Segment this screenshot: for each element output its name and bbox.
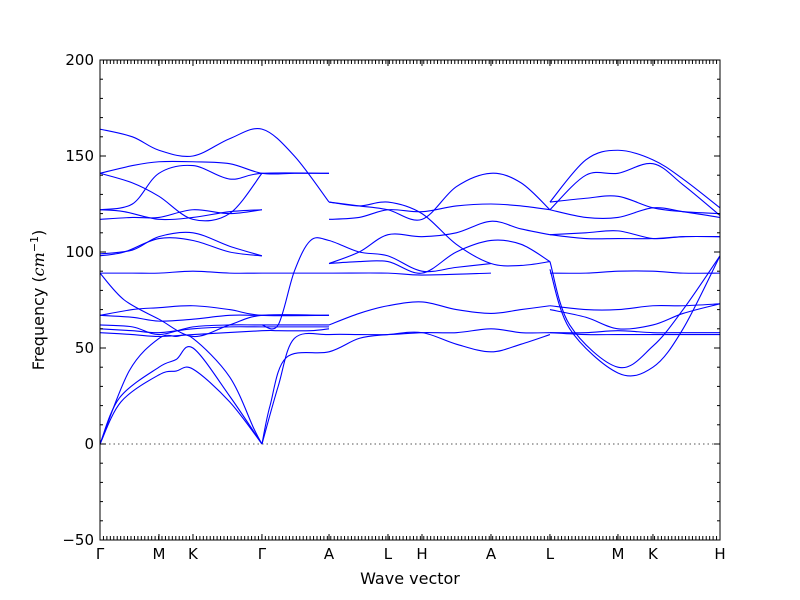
band-line-14 bbox=[99, 164, 330, 211]
band-line-38 bbox=[549, 195, 721, 215]
x-tick-label: L bbox=[546, 545, 555, 563]
band-line-28 bbox=[549, 255, 721, 369]
band-line-15 bbox=[99, 172, 263, 222]
y-axis-label-text: Frequency ( bbox=[29, 276, 48, 370]
band-line-33 bbox=[549, 270, 721, 274]
band-line-18 bbox=[261, 331, 551, 445]
y-tick-label: 200 bbox=[65, 51, 94, 69]
y-axis-label-exponent: −1 bbox=[28, 236, 41, 252]
y-axis-ticks: −50 0 50 100 150 200 bbox=[62, 51, 720, 549]
x-tick-label: H bbox=[416, 545, 427, 563]
band-line-31 bbox=[549, 303, 721, 330]
band-line-2 bbox=[99, 334, 263, 445]
band-line-8 bbox=[99, 272, 330, 338]
y-tick-label: 50 bbox=[75, 339, 94, 357]
band-line-12 bbox=[99, 209, 263, 220]
y-tick-label: 150 bbox=[65, 147, 94, 165]
plot-frame bbox=[99, 59, 721, 541]
band-line-27 bbox=[549, 255, 721, 377]
x-tick-label: A bbox=[324, 545, 335, 563]
band-line-32 bbox=[549, 303, 721, 311]
band-line-17 bbox=[99, 127, 330, 203]
y-axis-label-unit: cm bbox=[29, 252, 48, 276]
band-line-16 bbox=[99, 160, 330, 175]
y-axis-label-close: ) bbox=[29, 230, 48, 236]
band-line-23 bbox=[328, 203, 551, 220]
band-line-9 bbox=[99, 270, 491, 276]
band-line-10 bbox=[99, 237, 263, 257]
x-tick-label: A bbox=[486, 545, 497, 563]
band-line-21 bbox=[328, 301, 551, 326]
band-line-30 bbox=[549, 330, 720, 334]
band-line-1 bbox=[99, 346, 263, 445]
y-axis-label: Frequency (cm−1) bbox=[28, 230, 48, 371]
band-line-0 bbox=[99, 366, 263, 445]
x-tick-label: K bbox=[648, 545, 659, 563]
band-line-3 bbox=[99, 328, 330, 338]
x-tick-label: H bbox=[714, 545, 725, 563]
band-line-4 bbox=[99, 326, 330, 334]
band-line-22 bbox=[328, 220, 551, 265]
band-line-36 bbox=[549, 207, 721, 220]
band-line-39 bbox=[549, 149, 721, 209]
x-axis-label: Wave vector bbox=[360, 569, 460, 588]
y-tick-label: 100 bbox=[65, 243, 94, 261]
band-line-37 bbox=[549, 162, 721, 216]
band-line-35 bbox=[549, 234, 721, 240]
x-tick-label: Γ bbox=[96, 545, 105, 563]
y-tick-label: 0 bbox=[84, 435, 94, 453]
band-line-26 bbox=[328, 239, 551, 274]
x-tick-label: Γ bbox=[258, 545, 267, 563]
x-tick-label: K bbox=[188, 545, 199, 563]
band-line-20 bbox=[261, 237, 492, 330]
band-line-29 bbox=[549, 332, 720, 336]
x-tick-label: M bbox=[611, 545, 624, 563]
band-line-25 bbox=[328, 172, 551, 221]
plot-area bbox=[99, 127, 721, 445]
band-line-11 bbox=[99, 231, 263, 257]
band-line-24 bbox=[328, 201, 551, 267]
y-tick-label: −50 bbox=[62, 531, 94, 549]
band-line-19 bbox=[261, 328, 550, 445]
x-tick-label: M bbox=[152, 545, 165, 563]
x-tick-label: L bbox=[384, 545, 393, 563]
